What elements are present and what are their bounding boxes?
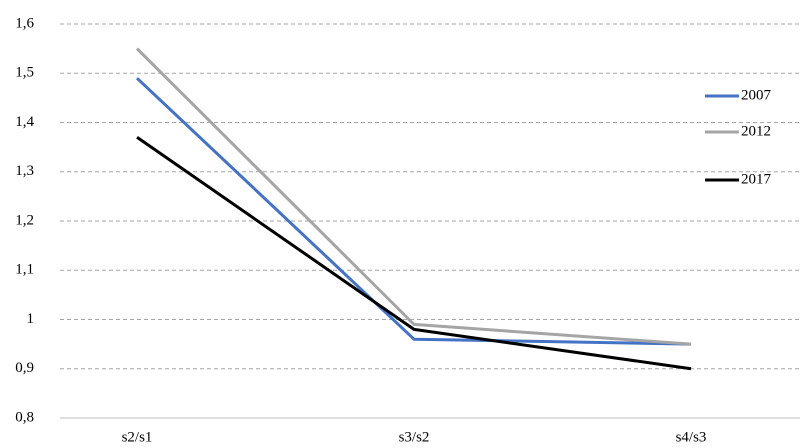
series-line	[136, 136, 692, 371]
y-tick-label: 0,9	[15, 360, 34, 376]
y-tick-label: 1	[27, 311, 35, 327]
y-tick-label: 1,2	[15, 212, 34, 228]
legend-label: 2007	[741, 87, 772, 103]
legend-label: 2012	[741, 123, 771, 139]
y-tick-label: 1,1	[15, 262, 34, 278]
series-line	[135, 77, 692, 346]
y-tick-label: 0,8	[15, 409, 34, 425]
x-tick-label: s3/s2	[399, 429, 430, 445]
y-tick-label: 1,4	[15, 114, 34, 130]
y-tick-label: 1,5	[15, 65, 34, 81]
series-line	[135, 47, 692, 346]
y-tick-label: 1,6	[15, 15, 34, 31]
x-tick-label: s4/s3	[676, 429, 707, 445]
x-tick-label: s2/s1	[122, 429, 153, 445]
y-tick-label: 1,3	[15, 163, 34, 179]
legend-label: 2017	[741, 171, 772, 187]
